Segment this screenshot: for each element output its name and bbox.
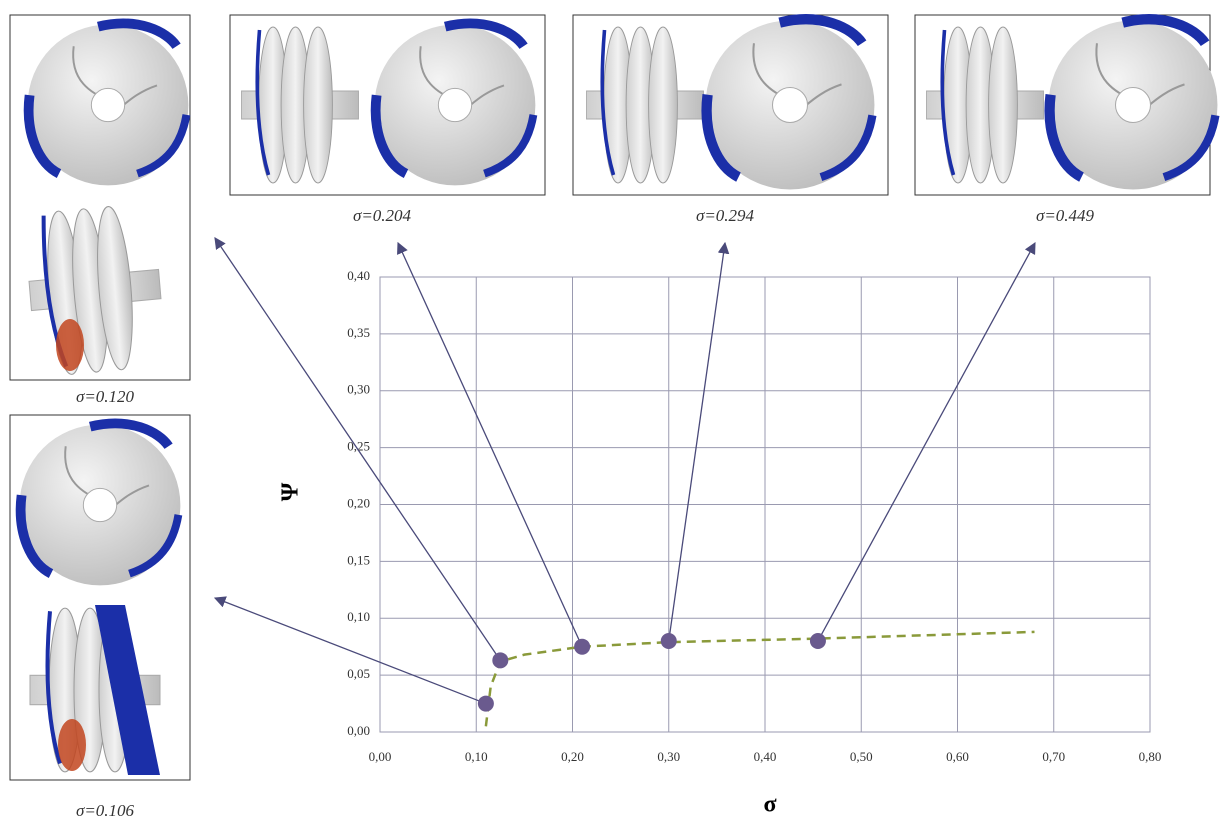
y-tick-label: 0,35 (347, 325, 370, 340)
y-tick-label: 0,30 (347, 382, 370, 397)
arrow (817, 241, 1036, 642)
x-tick-label: 0,10 (465, 749, 488, 764)
x-tick-label: 0,70 (1042, 749, 1065, 764)
x-tick-label: 0,50 (850, 749, 873, 764)
y-tick-label: 0,15 (347, 552, 370, 567)
panel-top-3 (914, 15, 1217, 196)
point (660, 633, 677, 649)
panel-top-1 (229, 14, 546, 196)
x-tick-label: 0,40 (754, 749, 777, 764)
y-tick-label: 0,40 (347, 268, 370, 283)
panel-top-2 (572, 15, 889, 196)
point (492, 652, 509, 669)
arrow (397, 241, 583, 647)
x-tick-label: 0,00 (369, 749, 392, 764)
panel-left-top (9, 14, 190, 381)
point (574, 638, 591, 655)
point (477, 695, 494, 712)
arrow (214, 237, 501, 661)
point (809, 633, 826, 649)
x-axis-label: σ (763, 792, 776, 818)
caption: σ=0.120 (76, 387, 135, 406)
x-tick-label: 0,60 (946, 749, 969, 764)
arrow (213, 596, 487, 705)
y-tick-label: 0,00 (347, 723, 370, 738)
y-tick-label: 0,10 (347, 609, 370, 624)
y-axis-label: Ψ (278, 482, 304, 501)
y-tick-label: 0,05 (347, 666, 370, 681)
x-tick-label: 0,30 (657, 749, 680, 764)
x-tick-label: 0,20 (561, 749, 584, 764)
caption: σ=0.106 (76, 801, 135, 820)
x-tick-label: 0,80 (1139, 749, 1162, 764)
caption: σ=0.449 (1036, 206, 1095, 225)
caption: σ=0.294 (696, 206, 755, 225)
panel-left-bottom (9, 414, 191, 781)
plot: 0,00 0,10 0,20 0,30 0,40 0,50 0,60 0,70 0,80 0,00… (76, 206, 1161, 820)
caption: σ=0.204 (353, 206, 412, 225)
y-tick-label: 0,20 (347, 495, 370, 510)
trend-line (484, 630, 1035, 727)
arrow (668, 241, 730, 642)
